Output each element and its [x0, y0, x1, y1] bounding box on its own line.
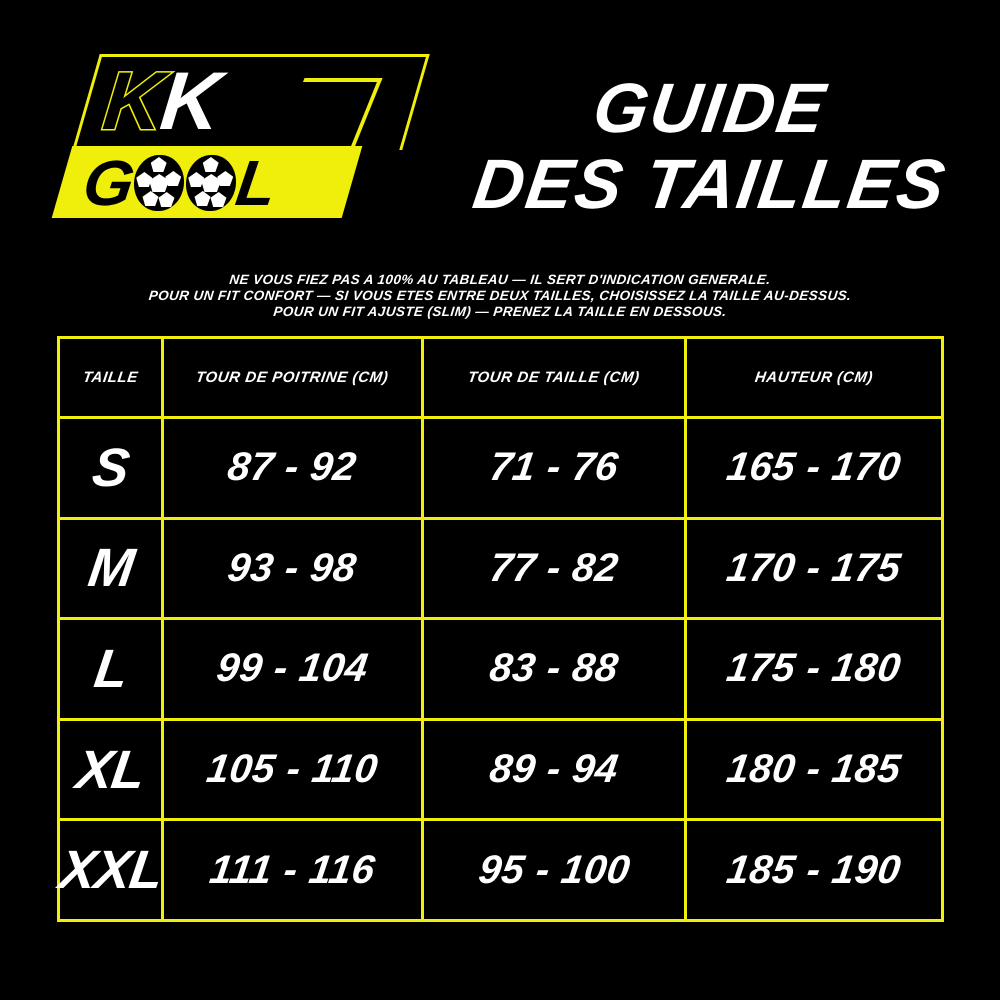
- cell-chest: 99 - 104: [161, 617, 424, 721]
- cell-chest: 93 - 98: [161, 516, 424, 621]
- cell-waist: 77 - 82: [421, 516, 687, 621]
- cell-waist: 95 - 100: [421, 818, 687, 922]
- cell-chest: 111 - 116: [161, 818, 424, 922]
- column-header-taille: TAILLE: [57, 336, 164, 419]
- cell-height: 165 - 170: [684, 416, 944, 520]
- cell-height: 170 - 175: [684, 516, 944, 621]
- logo-gool-g: G: [78, 147, 138, 219]
- subtitle-notes: NE VOUS FIEZ PAS A 100% AU TABLEAU — IL …: [60, 272, 940, 320]
- size-chart-table: TAILLE TOUR DE POITRINE (CM) TOUR DE TAI…: [56, 336, 944, 922]
- column-header-hauteur: HAUTEUR (CM): [684, 336, 944, 419]
- table-row: L 99 - 104 83 - 88 175 - 180: [57, 617, 944, 721]
- page-title: GUIDE DES TAILLES: [460, 69, 960, 223]
- cell-size: XXL: [56, 818, 166, 922]
- cell-height: 180 - 185: [684, 717, 944, 822]
- soccer-ball-icon: [132, 155, 185, 211]
- table-header: TAILLE TOUR DE POITRINE (CM) TOUR DE TAI…: [57, 336, 944, 419]
- table-body: S 87 - 92 71 - 76 165 - 170 M 93 - 98 77…: [56, 416, 944, 922]
- table-row: M 93 - 98 77 - 82 170 - 175: [57, 516, 944, 621]
- column-header-tour-de-taille: TOUR DE TAILLE (CM): [421, 336, 687, 419]
- subtitle-line-2: POUR UN FIT CONFORT — SI VOUS ETES ENTRE…: [148, 288, 853, 303]
- cell-chest: 87 - 92: [161, 416, 424, 520]
- subtitle-line-1: NE VOUS FIEZ PAS A 100% AU TABLEAU — IL …: [228, 272, 772, 287]
- cell-waist: 71 - 76: [421, 416, 687, 520]
- logo-k-outline: K: [98, 55, 168, 149]
- soccer-ball-icon: [184, 155, 237, 211]
- cell-size: M: [57, 516, 164, 621]
- subtitle-line-3: POUR UN FIT AJUSTE (SLIM) — PRENEZ LA TA…: [272, 304, 728, 319]
- column-header-tour-de-poitrine: TOUR DE POITRINE (CM): [161, 336, 424, 419]
- cell-chest: 105 - 110: [161, 717, 424, 822]
- cell-height: 175 - 180: [684, 617, 944, 721]
- cell-size: S: [57, 416, 164, 520]
- cell-waist: 83 - 88: [421, 617, 687, 721]
- table-row: S 87 - 92 71 - 76 165 - 170: [57, 416, 944, 520]
- table-header-row: TAILLE TOUR DE POITRINE (CM) TOUR DE TAI…: [57, 336, 944, 419]
- cell-waist: 89 - 94: [421, 717, 687, 822]
- brand-logo: KK G L: [51, 46, 442, 251]
- logo-k-solid: K: [156, 56, 224, 147]
- cell-size: L: [57, 617, 164, 721]
- logo-kk-text: KK: [98, 55, 224, 149]
- page-title-line2: DES TAILLES: [468, 145, 952, 223]
- cell-height: 185 - 190: [684, 818, 944, 922]
- page-title-line1: GUIDE: [588, 69, 832, 147]
- table-row: XL 105 - 110 89 - 94 180 - 185: [57, 717, 944, 822]
- table-row: XXL 111 - 116 95 - 100 185 - 190: [56, 818, 944, 922]
- cell-size: XL: [57, 717, 164, 822]
- logo-gool-text: G L: [78, 147, 280, 219]
